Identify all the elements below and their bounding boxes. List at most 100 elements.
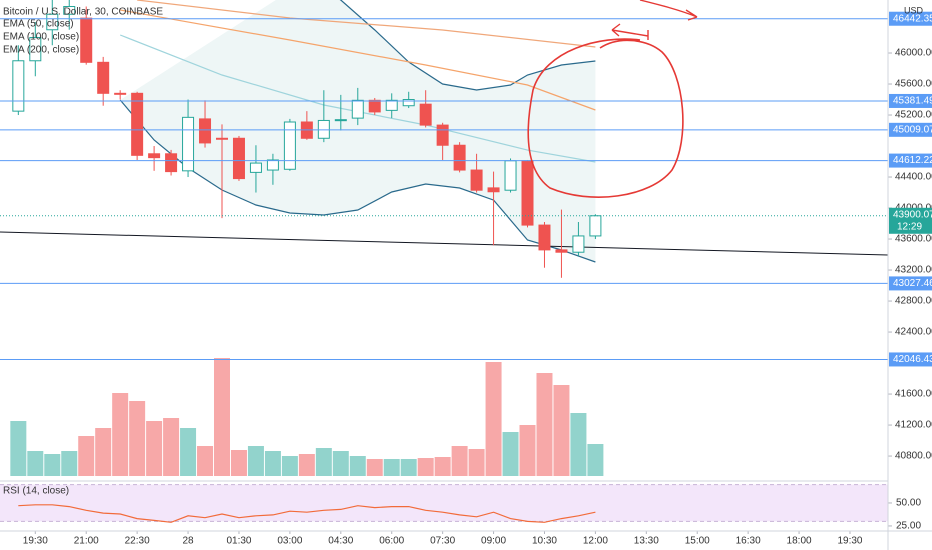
candle-body bbox=[148, 153, 161, 159]
currency: USD bbox=[904, 5, 924, 15]
annotation-ellipse bbox=[527, 38, 684, 198]
rsi-y-tick-label: 50.00 bbox=[896, 498, 921, 509]
volume-bar bbox=[366, 459, 383, 476]
ema-line bbox=[120, 9, 596, 111]
candle-body bbox=[29, 37, 42, 62]
volume-bar bbox=[417, 458, 434, 476]
x-tick-label: 28 bbox=[182, 536, 194, 547]
volume-bar bbox=[400, 459, 417, 476]
y-tick-label: 41600.00 bbox=[895, 389, 932, 400]
volume-bar bbox=[197, 446, 214, 476]
price-level-label: 42046.43 bbox=[893, 354, 932, 365]
x-tick-label: 13:30 bbox=[634, 536, 659, 547]
candle-body bbox=[504, 160, 517, 191]
x-tick-label: 07:30 bbox=[430, 536, 455, 547]
candle-body bbox=[572, 235, 585, 253]
candle-body bbox=[334, 119, 347, 122]
band-line bbox=[119, 99, 596, 263]
ema-line bbox=[137, 0, 596, 48]
candle-body bbox=[216, 137, 228, 140]
rsi-line bbox=[18, 504, 596, 523]
volume-bar bbox=[27, 451, 44, 476]
candle-body bbox=[555, 249, 568, 253]
x-tick-label: 06:00 bbox=[379, 536, 404, 547]
volume-bar bbox=[146, 421, 163, 476]
candle-body bbox=[266, 159, 279, 171]
volume-bar bbox=[247, 446, 264, 476]
rsi-y-tick-label: 25.00 bbox=[896, 521, 921, 532]
volume-bar bbox=[332, 451, 349, 476]
candle-body bbox=[131, 92, 144, 156]
price-level-tag bbox=[889, 276, 932, 291]
price-level-label: 45381.49 bbox=[893, 96, 932, 107]
volume-bar bbox=[230, 450, 247, 476]
x-tick-label: 16:30 bbox=[736, 536, 761, 547]
y-tick-label: 40800.00 bbox=[895, 451, 932, 462]
volume-bar bbox=[570, 413, 587, 476]
y-tick-label: 42400.00 bbox=[895, 327, 932, 338]
annotation-arrow bbox=[611, 23, 649, 40]
band-layer bbox=[0, 0, 888, 522]
candle-body bbox=[97, 61, 110, 94]
volume-bar bbox=[349, 456, 366, 476]
candle-body bbox=[63, 6, 76, 15]
legend-entry: EMA (200, close) bbox=[3, 45, 79, 56]
candle-body bbox=[487, 187, 500, 193]
volume-bar bbox=[451, 446, 468, 476]
countdown: 12:29 bbox=[897, 221, 922, 232]
rsi-band bbox=[0, 484, 888, 522]
candle-body bbox=[46, 13, 59, 31]
volume-bar bbox=[553, 385, 570, 476]
candle-body bbox=[249, 162, 262, 173]
candle-body bbox=[538, 224, 551, 251]
price-level-tag bbox=[889, 122, 932, 137]
candle-body bbox=[385, 99, 398, 111]
volume-bar bbox=[587, 444, 604, 476]
volume-bar bbox=[264, 451, 281, 476]
chart-title: Bitcoin / U.S. Dollar, 30, COINBASE bbox=[3, 7, 163, 18]
volume-bar bbox=[163, 418, 180, 476]
volume-bar bbox=[112, 393, 129, 476]
price-level-tag bbox=[889, 11, 932, 26]
legend-entry: EMA (100, close) bbox=[3, 32, 79, 43]
volume-bar bbox=[61, 451, 78, 476]
x-tick-label: 15:00 bbox=[685, 536, 710, 547]
volume-bar bbox=[468, 449, 485, 476]
y-tick-label: 41200.00 bbox=[895, 420, 932, 431]
volume-bar bbox=[536, 373, 553, 476]
last-price-tag bbox=[889, 207, 932, 234]
y-tick-label: 42800.00 bbox=[895, 296, 932, 307]
price-level-tag bbox=[889, 93, 932, 108]
y-tick-label: 46000.00 bbox=[895, 48, 932, 59]
ui-layer: EMA (50, close) EMA (100, close) EMA (200,… bbox=[3, 11, 932, 547]
y-tick-label: 43200.00 bbox=[895, 265, 932, 276]
price-level-tag bbox=[889, 352, 932, 367]
volume-bar bbox=[95, 428, 112, 476]
price-level-label: 46442.35 bbox=[893, 13, 932, 24]
x-tick-label: 22:30 bbox=[125, 536, 150, 547]
x-tick-label: 03:00 bbox=[277, 536, 302, 547]
volume-bar bbox=[78, 436, 95, 476]
volume-bar bbox=[485, 362, 502, 476]
volume-bar bbox=[502, 432, 519, 476]
candle-body bbox=[402, 99, 415, 107]
x-tick-label: 04:30 bbox=[328, 536, 353, 547]
rsi-legend: RSI (14, close) bbox=[3, 486, 69, 497]
x-tick-label: 09:00 bbox=[481, 536, 506, 547]
volume-bar bbox=[44, 454, 61, 476]
x-tick-label: 21:00 bbox=[74, 536, 99, 547]
candle-body bbox=[368, 99, 381, 113]
x-tick-label: 18:00 bbox=[787, 536, 812, 547]
volume-bar bbox=[180, 428, 197, 476]
volume-bar bbox=[383, 459, 400, 476]
candle-body bbox=[589, 215, 602, 237]
candle-body bbox=[436, 124, 449, 146]
x-tick-label: 19:30 bbox=[837, 536, 862, 547]
band-fill bbox=[120, 0, 596, 262]
trend-line bbox=[0, 231, 889, 256]
price-level-tag bbox=[889, 153, 932, 168]
y-tick-label: 45600.00 bbox=[895, 79, 932, 90]
price-level-label: 43027.46 bbox=[893, 278, 932, 289]
volume-bar bbox=[10, 421, 27, 476]
